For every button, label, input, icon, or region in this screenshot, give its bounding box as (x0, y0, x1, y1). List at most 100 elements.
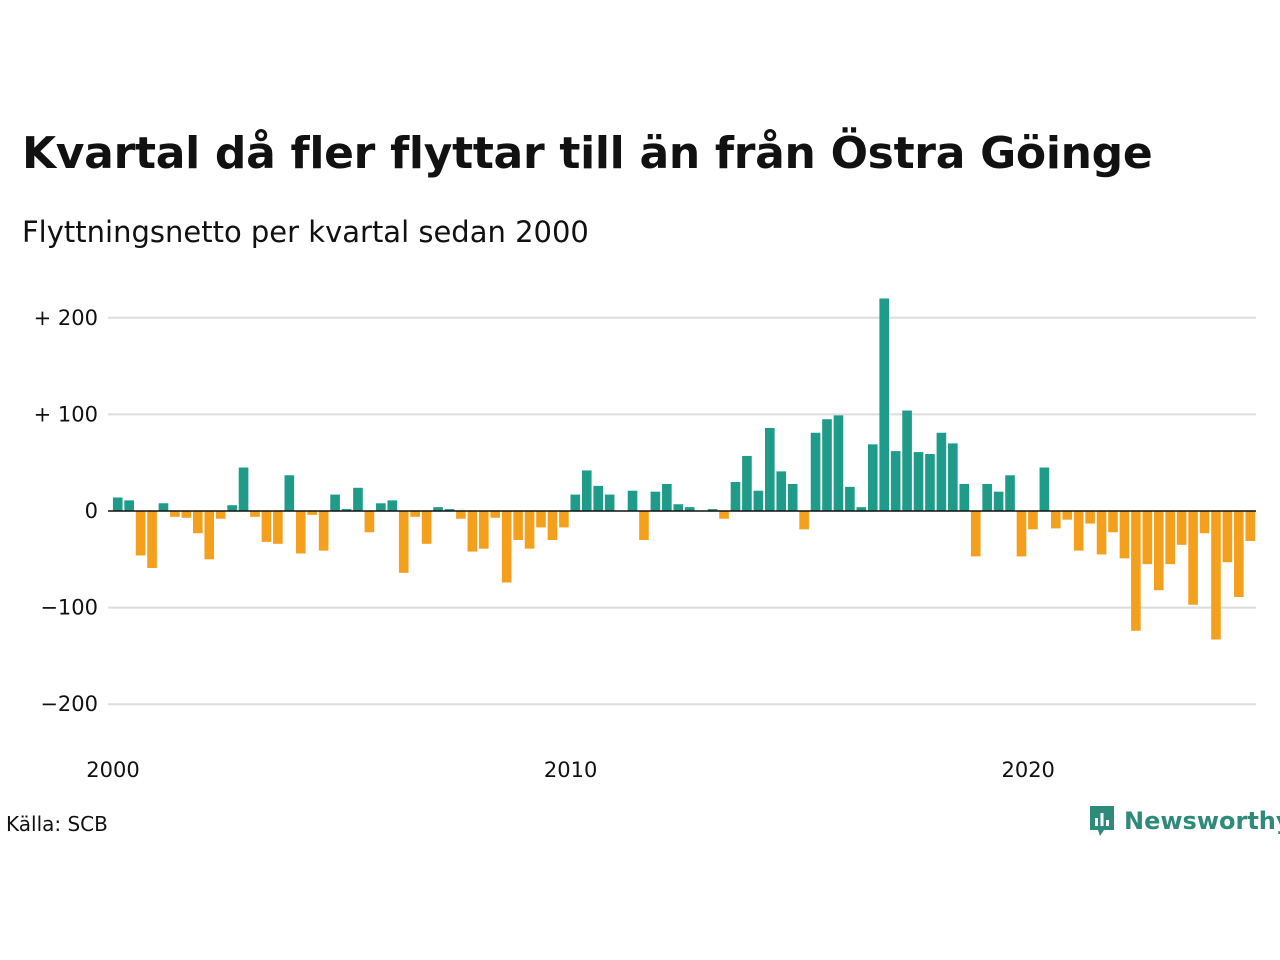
bar (1211, 511, 1221, 640)
bar (1119, 511, 1130, 559)
bar (330, 494, 340, 511)
bar (1051, 511, 1061, 529)
bar (341, 509, 352, 511)
bar (547, 511, 558, 540)
source-note: Källa: SCB (6, 812, 108, 836)
bar (204, 511, 215, 560)
bar (776, 471, 787, 511)
bar (387, 500, 398, 511)
bar (261, 511, 272, 542)
bar (753, 490, 764, 511)
bar (559, 511, 569, 528)
bar (410, 511, 420, 517)
bar (1073, 511, 1084, 551)
y-tick-label: + 200 (34, 306, 98, 330)
bar (1245, 511, 1256, 541)
bar (993, 491, 1004, 511)
bar (273, 511, 283, 544)
bar (627, 490, 638, 511)
bar (810, 432, 821, 511)
bar (1188, 511, 1198, 605)
bar (124, 500, 134, 511)
bar (421, 511, 432, 544)
bar (959, 483, 970, 511)
bar (479, 511, 489, 549)
newsworthy-logo-text: Newsworthy (1124, 807, 1280, 835)
bar (467, 511, 478, 552)
bar (948, 443, 958, 511)
y-tick-label: + 100 (34, 402, 98, 426)
bar (765, 427, 775, 511)
bar (1096, 511, 1107, 555)
bar (1153, 511, 1164, 591)
bar (1131, 511, 1141, 631)
chart-subtitle: Flyttningsnetto per kvartal sedan 2000 (22, 215, 589, 249)
bar (867, 444, 878, 511)
bar (879, 298, 890, 511)
bar (501, 511, 512, 583)
bar (833, 415, 844, 511)
bar (982, 483, 992, 511)
bar (856, 507, 867, 511)
bar (215, 511, 226, 519)
bar (490, 511, 501, 518)
bar (250, 511, 260, 517)
bar (673, 504, 684, 511)
bar (307, 511, 318, 515)
bars (112, 298, 1256, 640)
bar (513, 511, 523, 540)
bar (1142, 511, 1153, 565)
bar (1039, 467, 1050, 511)
x-tick-label: 2010 (544, 758, 597, 782)
bar (444, 509, 455, 511)
bar (593, 485, 604, 511)
bar (1028, 511, 1038, 530)
bar (1085, 511, 1095, 524)
bar (193, 511, 203, 534)
bar (238, 467, 249, 511)
bar (662, 483, 672, 511)
bar (536, 511, 546, 528)
bar (925, 454, 935, 511)
bar (913, 452, 924, 511)
bar (799, 511, 809, 530)
bar (1176, 511, 1187, 545)
bar (604, 494, 615, 511)
bar (742, 455, 752, 511)
bar (353, 487, 363, 511)
bar (822, 419, 832, 511)
bar (719, 511, 729, 519)
y-axis-labels: + 200 + 100 0 −100 −200 (34, 306, 98, 716)
bar (227, 505, 237, 511)
bar (1199, 511, 1210, 534)
bar (158, 503, 169, 511)
bar (181, 511, 192, 518)
bar (787, 483, 798, 511)
chart-title: Kvartal då fler flyttar till än från Öst… (22, 128, 1153, 179)
bar (318, 511, 329, 551)
bar (639, 511, 649, 540)
bar (845, 486, 855, 511)
bar (1165, 511, 1176, 565)
grid-lines (108, 316, 1256, 706)
y-tick-label: −100 (40, 596, 98, 620)
bar (135, 511, 146, 556)
bar (936, 432, 947, 511)
bar (902, 410, 912, 511)
bar (433, 507, 443, 511)
bar (284, 475, 295, 511)
bar (1222, 511, 1233, 563)
bar (730, 482, 741, 511)
bar (650, 491, 661, 511)
bar (684, 507, 695, 511)
bar (1234, 511, 1244, 597)
bar (147, 511, 157, 568)
y-tick-label: 0 (85, 499, 98, 523)
bar (170, 511, 180, 517)
x-axis-labels: 2000 2010 2020 (86, 758, 1055, 782)
bar (398, 511, 409, 573)
bar (970, 511, 981, 557)
bar (890, 451, 901, 511)
newsworthy-logo[interactable]: Newsworthy (1088, 804, 1280, 838)
bar (707, 509, 718, 511)
